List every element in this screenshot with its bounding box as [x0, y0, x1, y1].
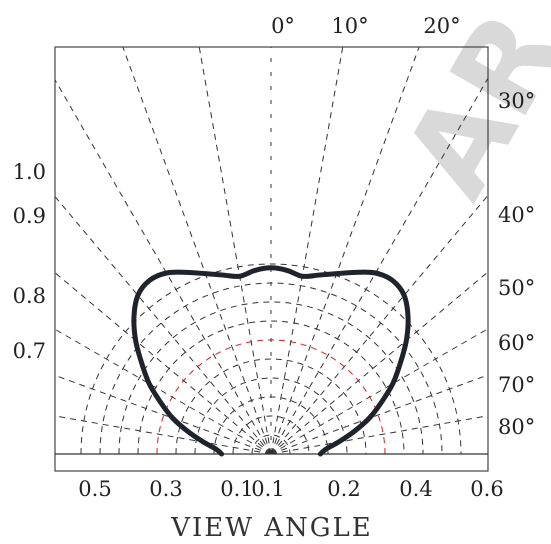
right-angle-label-80: 80° [498, 415, 535, 439]
right-angle-label-50: 50° [498, 276, 535, 300]
right-angle-label-60: 60° [498, 331, 535, 355]
right-angle-label-40: 40° [498, 203, 535, 227]
bottom-tick-label-0-6: 0.6 [470, 477, 503, 501]
bottom-tick-label-0-5: 0.5 [78, 477, 111, 501]
bottom-tick-label-0-3: 0.3 [149, 477, 182, 501]
angular-gridline-10 [270, 47, 344, 455]
left-tick-label-0-8: 0.8 [13, 284, 46, 308]
left-tick-label-0-9: 0.9 [13, 204, 46, 228]
top-angle-label-0: 0° [271, 14, 295, 38]
left-tick-label-0-7: 0.7 [13, 339, 46, 363]
angular-gridline-m10 [198, 47, 272, 455]
x-axis-title: VIEW ANGLE [170, 513, 373, 543]
radial-gridline-2 [232, 415, 310, 455]
right-angle-label-30: 30° [498, 89, 535, 113]
plot-frame [54, 46, 489, 472]
angular-gridline-m40 [55, 195, 272, 455]
series-layer [131, 265, 411, 457]
top-angle-label-10: 10° [331, 14, 368, 38]
angular-gridline-m20 [122, 47, 272, 455]
bottom-tick-label-0-4: 0.4 [399, 477, 432, 501]
right-angle-label-70: 70° [498, 373, 535, 397]
left-tick-label-1-0: 1.0 [13, 160, 46, 184]
bottom-tick-label-0-2: 0.2 [327, 477, 360, 501]
top-angle-label-20: 20° [423, 14, 460, 38]
bottom-tick-label-0-1-left: 0.1 [220, 477, 253, 501]
angular-gridline-m50 [55, 272, 272, 455]
radial-gridline-5 [175, 358, 367, 455]
series-line-1 [131, 265, 411, 457]
bottom-tick-label-0-1-right: 0.1 [251, 477, 284, 501]
radial-gridline-10 [80, 263, 462, 455]
radial-gridline-4 [194, 377, 348, 455]
